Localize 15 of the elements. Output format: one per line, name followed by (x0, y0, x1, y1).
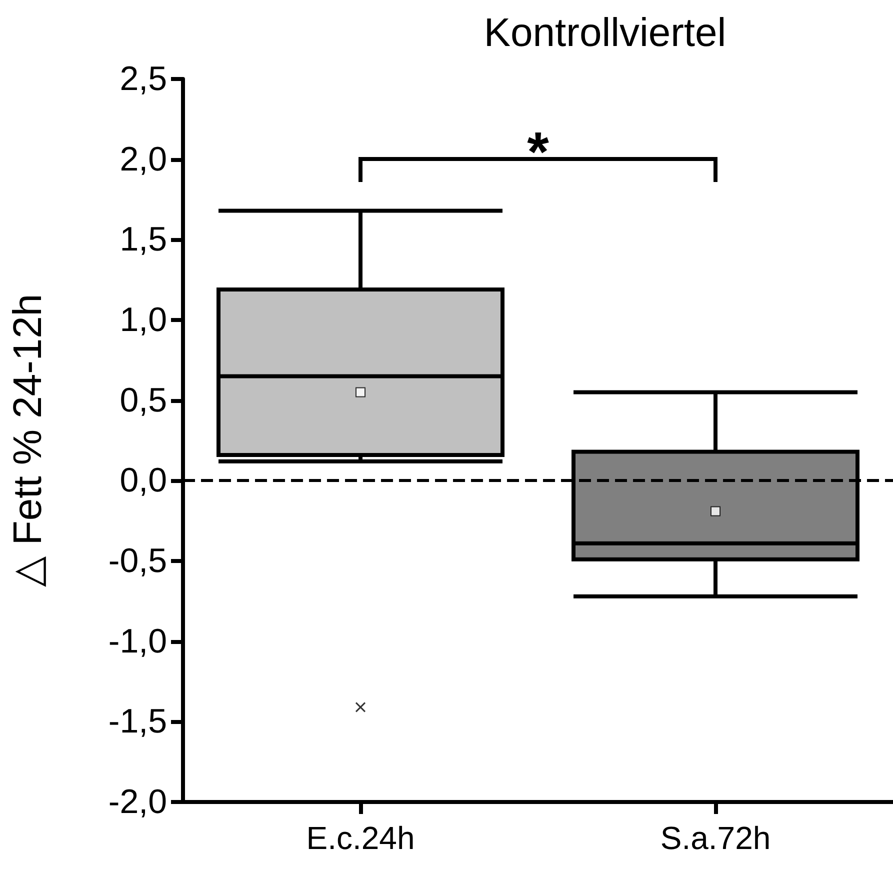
y-tick-label: 0,0 (120, 462, 167, 500)
annotation: * (527, 120, 550, 183)
y-tick-label: -1,0 (108, 622, 167, 660)
x-tick-label: S.a.72h (660, 820, 771, 856)
y-tick-label: -0,5 (108, 542, 167, 580)
y-axis-title: △ Fett % 24-12h (6, 294, 50, 588)
y-tick-label: 2,0 (120, 140, 167, 178)
y-tick-label: 2,5 (120, 60, 167, 98)
y-tick-label: -2,0 (108, 783, 167, 821)
y-tick-label: 1,5 (120, 220, 167, 259)
x-tick-label: E.c.24h (306, 820, 415, 856)
y-tick-label: 1,0 (120, 301, 167, 339)
chart-title: Kontrollviertel (484, 11, 726, 55)
y-tick-label: 0,5 (120, 381, 167, 420)
y-tick-label: -1,5 (108, 702, 167, 741)
